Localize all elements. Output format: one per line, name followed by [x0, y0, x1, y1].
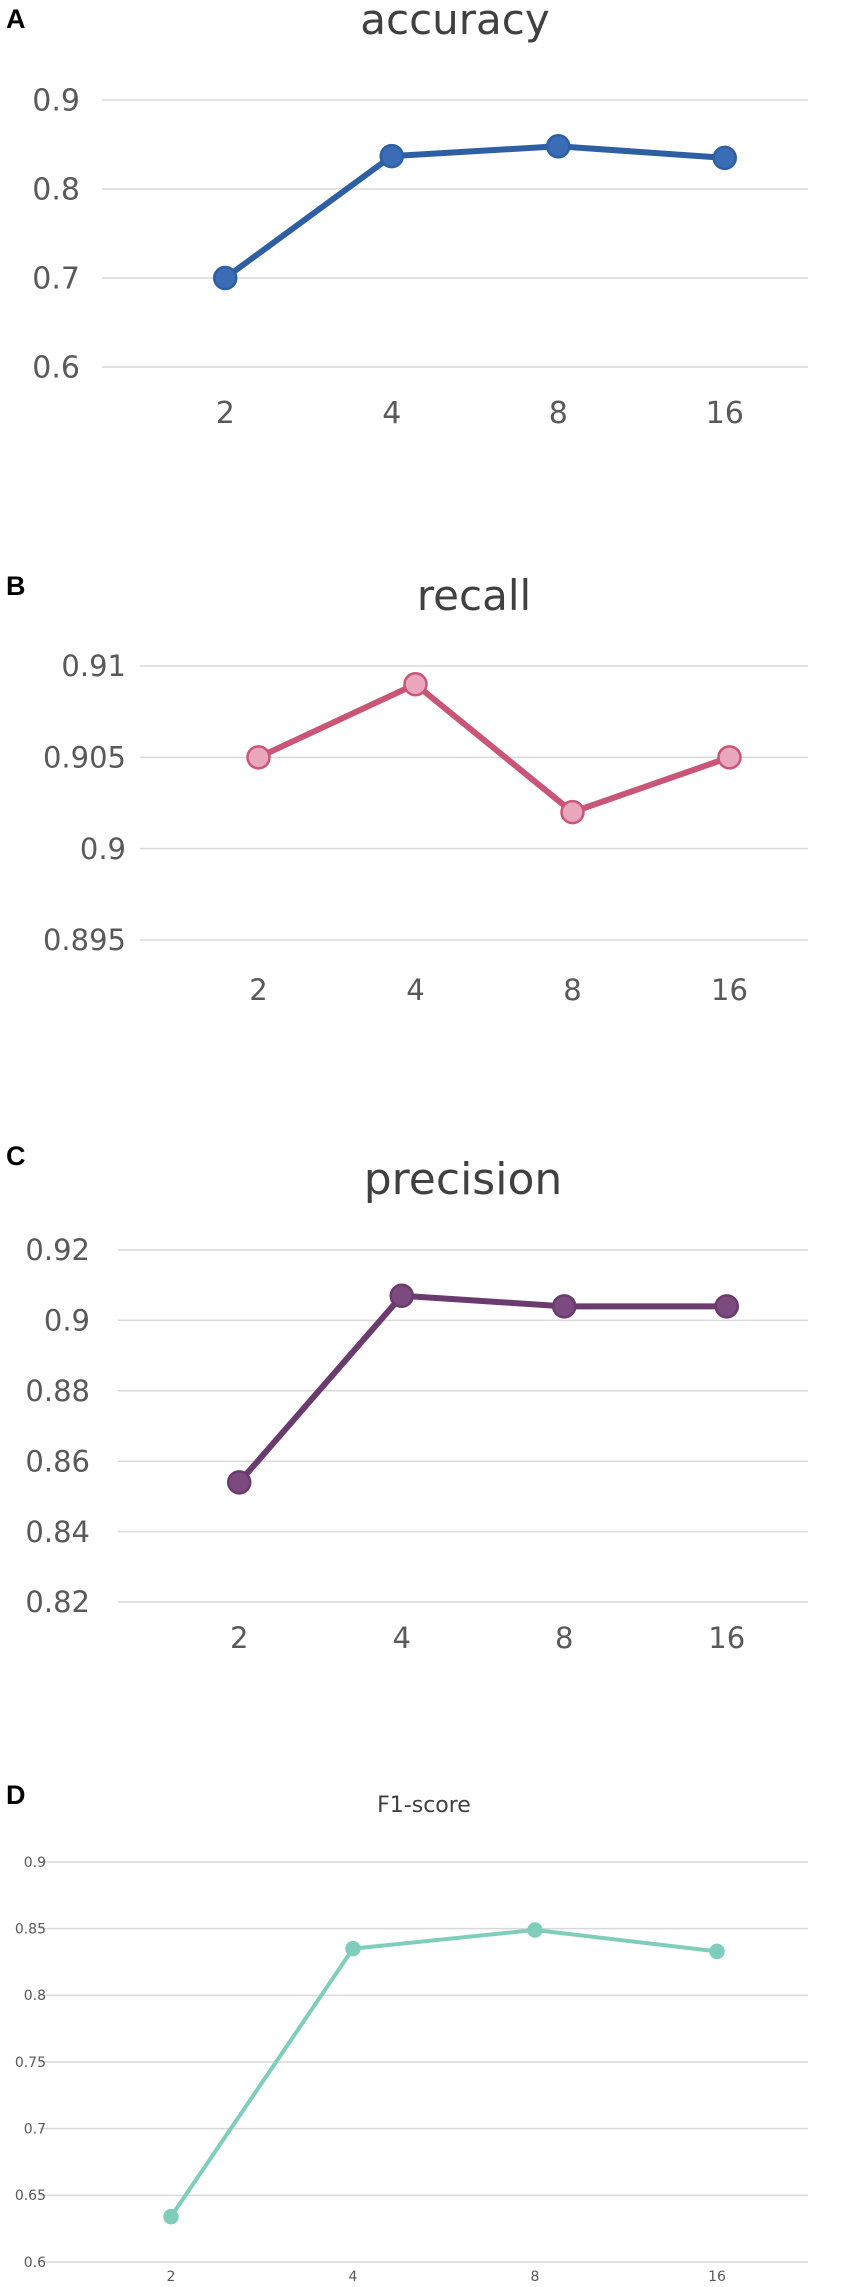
x-tick-label: 16 — [706, 396, 744, 431]
x-tick-label: 4 — [393, 1621, 411, 1655]
chart-panel-c: C precision 0.82 0.84 0.86 0.88 0.9 0.92 2 4 8 16 — [0, 1130, 850, 1690]
precision-chart: precision 0.82 0.84 0.86 0.88 0.9 0.92 2 4 8 16 — [25, 1154, 808, 1655]
data-point — [709, 1943, 725, 1960]
y-tick-label: 0.9 — [32, 84, 80, 119]
x-tick-label: 4 — [382, 396, 401, 431]
data-point — [246, 745, 271, 770]
x-tick-label: 2 — [249, 973, 267, 1007]
recall-chart: recall 0.895 0.9 0.905 0.91 2 4 8 16 — [43, 571, 808, 1007]
data-point — [546, 134, 571, 159]
chart-panel-d: D F1-score 0.6 0.65 0.7 0.75 0.8 0.85 0.9 2 4 8 16 — [0, 1770, 850, 2287]
data-point — [227, 1470, 252, 1495]
y-tick-label: 0.8 — [32, 173, 80, 208]
data-point — [717, 745, 742, 770]
y-tick-label: 0.86 — [25, 1444, 90, 1478]
y-tick-label: 0.9 — [80, 832, 126, 866]
y-tick-label: 0.905 — [43, 740, 126, 774]
series-line — [169, 1928, 718, 2218]
panel-letter: A — [6, 4, 26, 34]
y-tick-label: 0.895 — [43, 923, 126, 957]
f1-score-chart: F1-score 0.6 0.65 0.7 0.75 0.8 0.85 0.9 2 4 8 16 — [15, 1793, 808, 2285]
panel-letter: D — [6, 1780, 26, 1810]
x-tick-label: 4 — [349, 2269, 358, 2285]
x-tick-label: 8 — [555, 1621, 573, 1655]
y-tick-label: 0.9 — [24, 1855, 46, 1871]
panel-letter: C — [6, 1141, 26, 1171]
chart-panel-a: A accuracy 0.6 0.7 0.8 0.9 2 4 8 16 — [0, 0, 850, 470]
x-tick-label: 2 — [230, 1621, 248, 1655]
chart-title: recall — [417, 571, 531, 620]
series-line — [257, 681, 731, 816]
x-tick-label: 16 — [708, 2269, 726, 2285]
data-point — [163, 2208, 179, 2225]
y-tick-label: 0.92 — [25, 1233, 90, 1267]
data-point — [560, 799, 585, 825]
x-tick-label: 4 — [406, 973, 424, 1007]
y-tick-label: 0.6 — [24, 2255, 46, 2271]
data-point — [403, 672, 428, 697]
data-point — [527, 1922, 543, 1938]
chart-title: accuracy — [360, 0, 550, 44]
x-tick-label: 2 — [167, 2269, 176, 2285]
y-tick-label: 0.82 — [25, 1585, 90, 1619]
data-point — [379, 143, 404, 169]
series-line — [236, 1292, 727, 1485]
x-tick-label: 8 — [563, 973, 581, 1007]
data-point — [345, 1940, 361, 1957]
y-tick-label: 0.88 — [25, 1374, 90, 1408]
y-tick-label: 0.7 — [24, 2122, 46, 2138]
data-point — [213, 265, 238, 291]
data-point — [552, 1294, 577, 1319]
y-tick-label: 0.65 — [15, 2188, 46, 2204]
y-tick-label: 0.91 — [61, 649, 126, 683]
data-point — [712, 145, 737, 171]
x-tick-label: 2 — [216, 396, 235, 431]
data-point — [714, 1294, 739, 1319]
series-line — [223, 143, 725, 281]
y-tick-label: 0.7 — [32, 262, 80, 297]
x-tick-label: 16 — [711, 973, 748, 1007]
accuracy-chart: accuracy 0.6 0.7 0.8 0.9 2 4 8 16 — [32, 0, 808, 431]
chart-title: F1-score — [377, 1793, 471, 1818]
y-tick-label: 0.85 — [15, 1922, 46, 1938]
chart-title: precision — [364, 1154, 563, 1205]
y-tick-label: 0.6 — [32, 351, 80, 386]
data-point — [389, 1283, 414, 1309]
x-tick-label: 16 — [708, 1621, 745, 1655]
panel-letter: B — [6, 571, 26, 601]
y-tick-label: 0.9 — [44, 1304, 90, 1338]
x-tick-label: 8 — [531, 2269, 540, 2285]
y-tick-label: 0.75 — [15, 2055, 46, 2071]
y-tick-label: 0.8 — [24, 1988, 46, 2004]
x-tick-label: 8 — [549, 396, 568, 431]
chart-panel-b: B recall 0.895 0.9 0.905 0.91 2 4 8 16 — [0, 560, 850, 1020]
y-tick-label: 0.84 — [25, 1515, 90, 1549]
